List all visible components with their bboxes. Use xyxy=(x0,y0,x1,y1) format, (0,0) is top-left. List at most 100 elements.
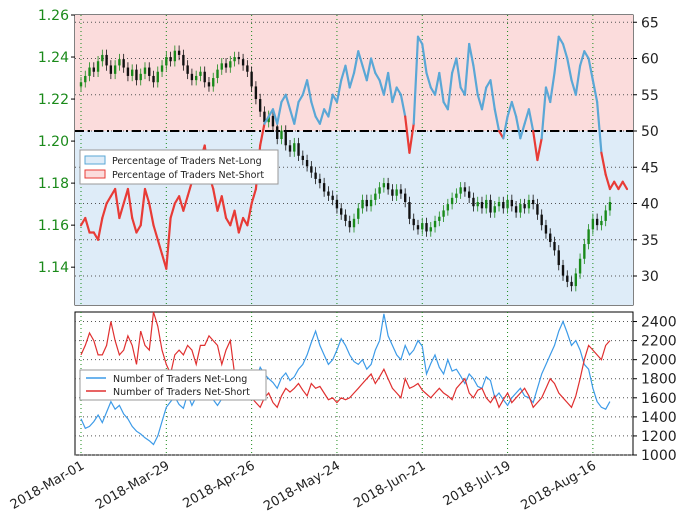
price-candle-body xyxy=(391,189,394,196)
left-axis-ticks: 1.26 1.24 1.22 1.20 1.18 1.16 1.14 xyxy=(38,8,75,276)
price-candle-body xyxy=(497,202,501,207)
percent-net-long-segment xyxy=(335,79,343,104)
percent-net-long-segment xyxy=(519,122,526,140)
price-candle-body xyxy=(531,199,535,205)
x-tick-label: 2018-Mar-29 xyxy=(93,458,172,512)
price-candle-body xyxy=(455,193,458,198)
left-tick-label: 1.18 xyxy=(38,176,69,192)
percent-net-long-segment xyxy=(305,79,313,104)
price-candle-body xyxy=(438,216,441,221)
price-candle-body xyxy=(549,233,552,242)
x-tick-label: 2018-Jul-19 xyxy=(441,458,514,509)
price-candle-body xyxy=(271,115,275,127)
percent-net-long-segment xyxy=(374,71,381,82)
price-candle-body xyxy=(139,73,142,81)
legend-net-short-swatch xyxy=(84,169,106,179)
percent-net-long-segment xyxy=(536,137,543,162)
percent-net-long-segment xyxy=(480,86,488,111)
percent-net-long-segment xyxy=(506,100,513,118)
percent-net-long-segment xyxy=(340,64,347,82)
price-candle-body xyxy=(207,82,211,87)
price-candle-body xyxy=(229,61,232,68)
price-candle-body xyxy=(459,187,462,194)
price-candle-body xyxy=(523,204,526,209)
legend-net-long-label: Percentage of Traders Net-Long xyxy=(112,156,262,167)
right-tick-label: 45 xyxy=(641,160,659,176)
price-candle-body xyxy=(335,199,339,209)
price-candle-body xyxy=(113,65,117,74)
percent-net-long-segment xyxy=(229,209,236,227)
percent-net-long-segment xyxy=(352,50,360,75)
x-tick-label: 2018-May-24 xyxy=(261,458,343,512)
left-tick-label: 1.14 xyxy=(38,260,69,276)
percent-net-long-segment xyxy=(476,93,484,111)
percent-net-long-segment xyxy=(348,71,356,89)
percent-net-long-segment xyxy=(557,35,565,46)
price-candle-body xyxy=(96,61,100,72)
price-candle-body xyxy=(446,204,450,211)
percent-net-long-segment xyxy=(425,71,432,89)
percent-net-long-segment xyxy=(455,57,462,89)
percent-net-long-segment xyxy=(549,71,556,104)
percent-net-long-segment xyxy=(421,42,428,75)
percent-net-long-segment xyxy=(621,180,629,191)
price-candle-body xyxy=(570,281,573,287)
percent-net-long-segment xyxy=(84,216,91,234)
percent-net-long-segment xyxy=(578,50,586,67)
percent-net-long-segment xyxy=(468,42,475,67)
legend-net-long-swatch xyxy=(84,155,106,165)
price-candle-body xyxy=(608,202,612,211)
percent-net-long-segment xyxy=(237,216,245,234)
price-candle-body xyxy=(600,220,603,226)
price-candle-body xyxy=(450,197,454,205)
bottom-legend-box xyxy=(79,369,267,401)
top-panel: 1.26 1.24 1.22 1.20 1.18 1.16 1.14 65 60 55 50 45 4… xyxy=(38,8,659,306)
price-candle-body xyxy=(109,65,113,74)
price-candle-body xyxy=(186,65,189,74)
price-candle-body xyxy=(126,67,130,76)
price-candle-body xyxy=(310,166,313,173)
bottom-right-tick-label: 1400 xyxy=(641,410,677,426)
price-candle-body xyxy=(561,265,565,276)
percent-net-long-segment xyxy=(527,108,535,133)
percent-net-long-segment xyxy=(408,122,415,154)
price-candles xyxy=(79,45,612,292)
percent-net-long-segment xyxy=(178,195,185,212)
percent-net-long-segment xyxy=(288,108,296,125)
price-candle-body xyxy=(403,193,407,203)
price-candle-body xyxy=(386,183,390,190)
percent-net-long-segment xyxy=(399,93,407,118)
price-candle-body xyxy=(352,218,356,228)
price-candle-body xyxy=(224,63,228,68)
price-candle-body xyxy=(143,67,147,74)
percent-net-long-segment xyxy=(101,202,108,220)
percent-net-long-segment xyxy=(583,50,590,60)
legend-count-short-label: Number of Traders Net-Short xyxy=(113,387,250,398)
right-tick-label: 60 xyxy=(641,52,659,68)
price-candle-body xyxy=(246,65,249,72)
percent-net-long-segment xyxy=(433,71,441,96)
price-candle-body xyxy=(502,202,505,209)
price-candle-body xyxy=(476,202,479,207)
percent-net-long-segment xyxy=(382,71,390,96)
price-candle-body xyxy=(135,69,138,81)
percent-net-long-segment xyxy=(263,115,270,125)
price-candle-body xyxy=(148,67,151,76)
percent-net-long-segment xyxy=(608,180,616,191)
percent-net-long-segment xyxy=(523,108,530,125)
percent-net-long-segment xyxy=(438,71,445,104)
percent-net-long-segment xyxy=(148,202,155,227)
percent-net-long-segment xyxy=(369,57,377,75)
right-tick-label: 55 xyxy=(641,88,659,104)
percent-net-long-segment xyxy=(216,195,223,212)
price-candle-body xyxy=(557,250,560,266)
price-candle-body xyxy=(267,115,270,123)
price-candle-body xyxy=(79,82,83,87)
percent-net-long-segment xyxy=(395,86,403,96)
price-candle-body xyxy=(348,220,351,228)
price-candle-body xyxy=(574,273,578,287)
percent-net-long-segment xyxy=(182,195,189,212)
percent-net-long-segment xyxy=(514,115,522,140)
price-candle-body xyxy=(578,258,582,274)
